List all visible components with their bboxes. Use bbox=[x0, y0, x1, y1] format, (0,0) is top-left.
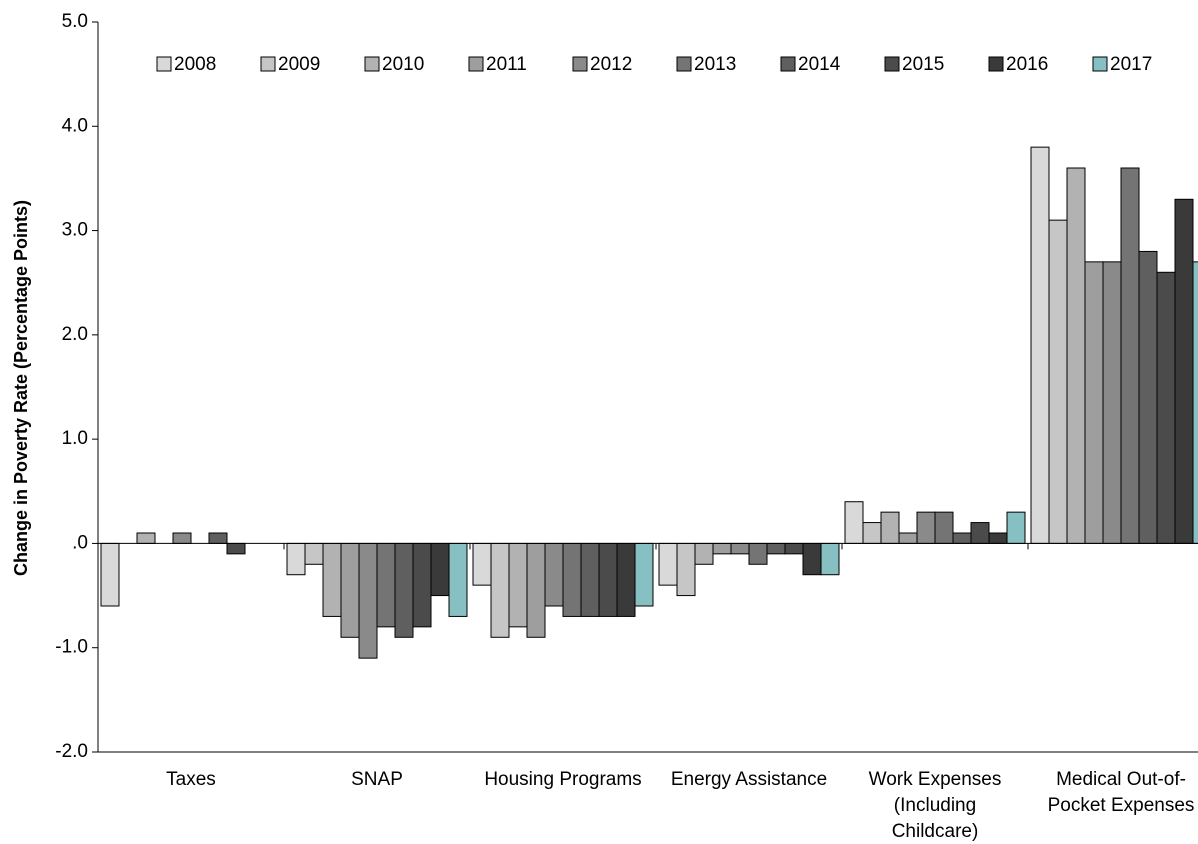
y-tick-label: -2.0 bbox=[55, 741, 88, 762]
bar bbox=[844, 501, 864, 544]
legend-swatch bbox=[676, 56, 692, 72]
legend-label: 2015 bbox=[902, 54, 944, 75]
bar bbox=[136, 532, 156, 544]
legend-label: 2011 bbox=[486, 54, 527, 75]
bar bbox=[340, 542, 360, 638]
bar bbox=[286, 542, 306, 576]
bar bbox=[880, 511, 900, 544]
bar bbox=[322, 542, 342, 617]
legend-swatch bbox=[468, 56, 484, 72]
bar bbox=[1030, 146, 1050, 544]
x-tick-label: Energy Assistance bbox=[670, 769, 828, 790]
bar bbox=[1084, 261, 1104, 544]
y-axis-label: Change in Poverty Rate (Percentage Point… bbox=[11, 200, 31, 576]
bar bbox=[802, 542, 822, 576]
bar bbox=[358, 542, 378, 659]
bar bbox=[526, 542, 546, 638]
bar bbox=[208, 532, 228, 544]
x-tick-label: Taxes bbox=[166, 769, 216, 790]
y-tick-label: 4.0 bbox=[62, 115, 88, 136]
bar bbox=[226, 542, 246, 555]
legend-label: 2014 bbox=[798, 54, 841, 75]
legend-label: 2008 bbox=[174, 54, 216, 75]
bar bbox=[304, 542, 324, 565]
bar bbox=[1156, 271, 1176, 544]
bar bbox=[376, 542, 396, 628]
bar bbox=[676, 542, 696, 597]
bar bbox=[784, 542, 804, 555]
bar bbox=[472, 542, 492, 586]
bar bbox=[394, 542, 414, 638]
bar bbox=[658, 542, 678, 586]
bar bbox=[490, 542, 510, 638]
bar bbox=[1138, 250, 1158, 544]
legend-label: 2013 bbox=[694, 54, 736, 75]
legend-label: 2016 bbox=[1006, 54, 1048, 75]
legend-swatch bbox=[1092, 56, 1108, 72]
bar bbox=[952, 532, 972, 544]
bar bbox=[448, 542, 468, 617]
legend-swatch bbox=[988, 56, 1004, 72]
bar bbox=[748, 542, 768, 565]
bar bbox=[544, 542, 564, 607]
x-tick-label: Work Expenses (Including Childcare) bbox=[868, 769, 1002, 842]
legend-label: 2017 bbox=[1110, 54, 1152, 75]
bar bbox=[412, 542, 432, 628]
bar bbox=[730, 542, 750, 555]
x-tick-label: Housing Programs bbox=[484, 769, 642, 790]
legend-swatch bbox=[260, 56, 276, 72]
bar bbox=[916, 511, 936, 544]
bar bbox=[1120, 167, 1140, 544]
bar bbox=[100, 542, 120, 607]
x-tick-label: SNAP bbox=[351, 769, 403, 790]
legend-swatch bbox=[156, 56, 172, 72]
y-tick-label: -1.0 bbox=[55, 637, 88, 658]
y-tick-label: 5.0 bbox=[62, 11, 88, 32]
bar bbox=[1048, 219, 1068, 544]
x-tick-label: Medical Out-of-Pocket Expenses bbox=[1047, 769, 1195, 816]
bar bbox=[1174, 198, 1194, 544]
bar bbox=[616, 542, 636, 617]
legend-label: 2012 bbox=[590, 54, 632, 75]
bar bbox=[820, 542, 840, 576]
legend-swatch bbox=[572, 56, 588, 72]
legend-swatch bbox=[780, 56, 796, 72]
bar bbox=[430, 542, 450, 597]
legend-swatch bbox=[884, 56, 900, 72]
bar bbox=[172, 532, 192, 544]
legend-label: 2009 bbox=[278, 54, 320, 75]
y-tick-label: 1.0 bbox=[62, 428, 88, 449]
bar bbox=[1006, 511, 1026, 544]
bar bbox=[988, 532, 1008, 544]
y-tick-label: 3.0 bbox=[62, 220, 88, 241]
bar bbox=[970, 522, 990, 544]
y-tick-label: .0 bbox=[72, 532, 88, 553]
bar bbox=[562, 542, 582, 617]
bar bbox=[1066, 167, 1086, 544]
bar bbox=[580, 542, 600, 617]
legend-label: 2010 bbox=[382, 54, 424, 75]
bar bbox=[694, 542, 714, 565]
bar bbox=[1102, 261, 1122, 544]
bar bbox=[934, 511, 954, 544]
bar bbox=[766, 542, 786, 555]
bar bbox=[898, 532, 918, 544]
bar bbox=[712, 542, 732, 555]
bar bbox=[862, 522, 882, 544]
bar bbox=[508, 542, 528, 628]
bar bbox=[598, 542, 618, 617]
legend-swatch bbox=[364, 56, 380, 72]
y-tick-label: 2.0 bbox=[62, 324, 88, 345]
bar bbox=[634, 542, 654, 607]
bar bbox=[1192, 261, 1198, 544]
